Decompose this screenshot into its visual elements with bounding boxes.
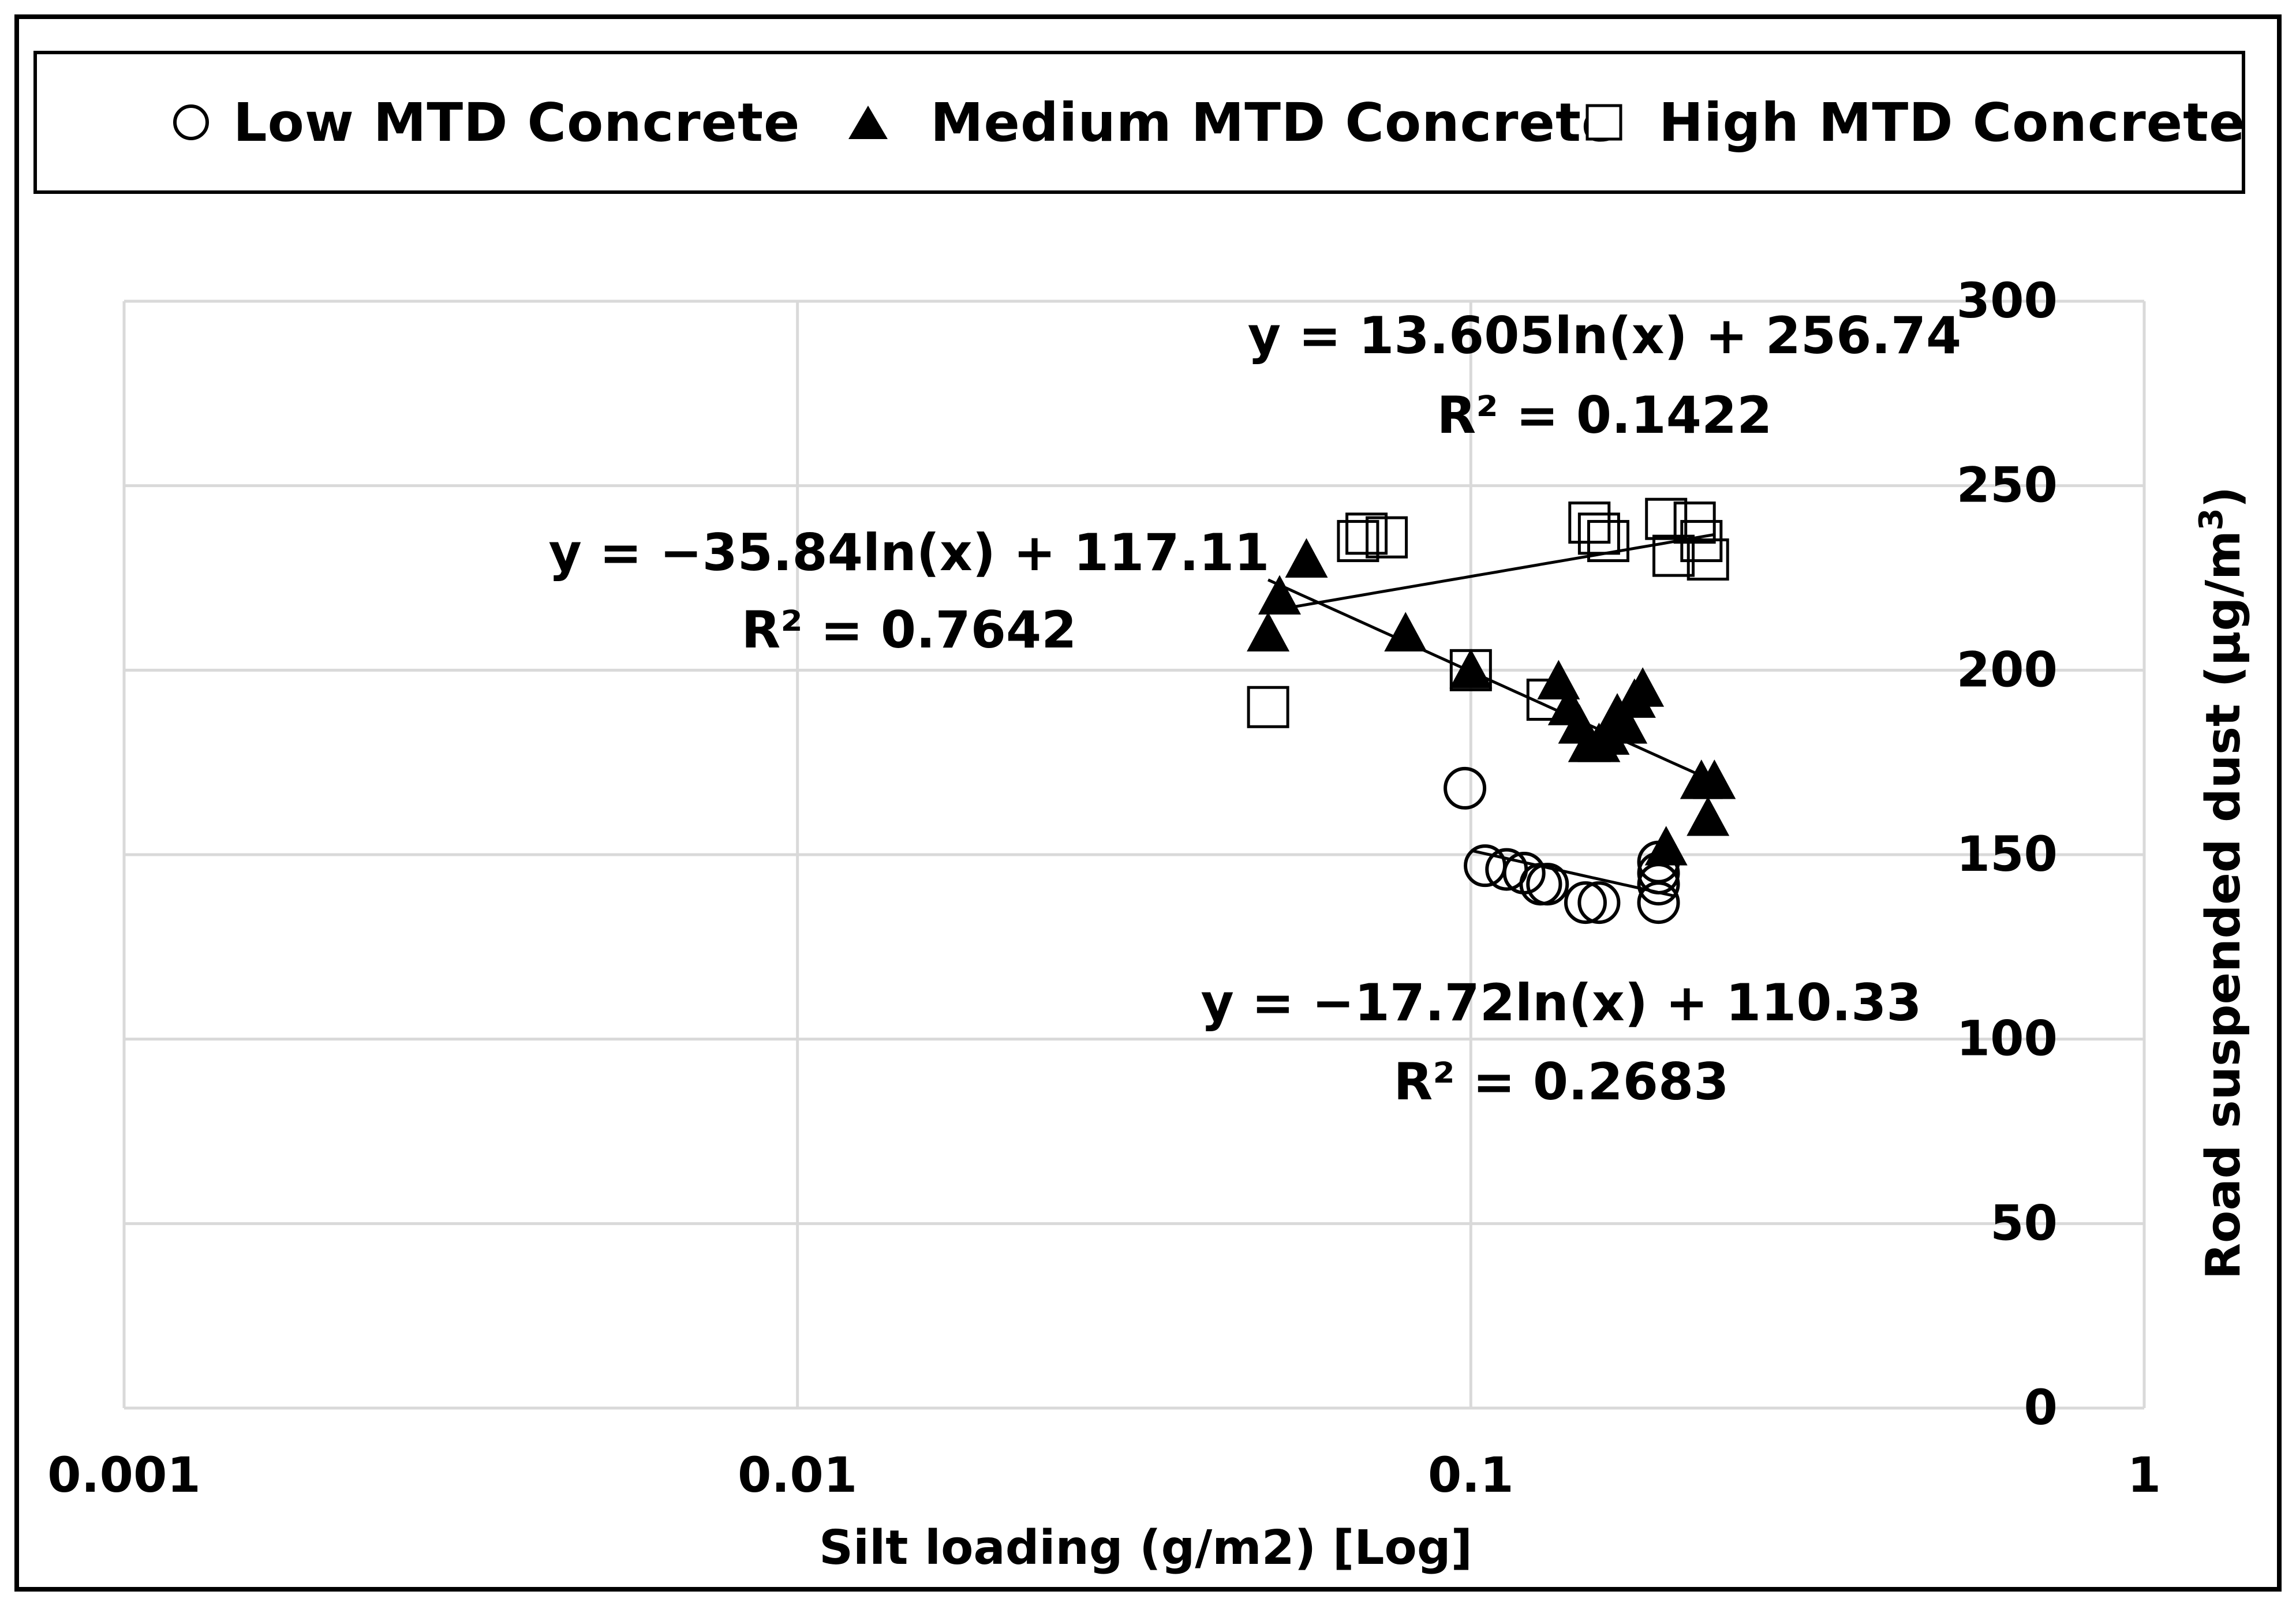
point-medium bbox=[1449, 649, 1493, 688]
point-medium bbox=[1687, 796, 1730, 836]
x-axis-label-text: Silt loading (g/m2) [Log] bbox=[819, 1521, 1472, 1575]
trendline-r2-low: R² = 0.2683 bbox=[1394, 1052, 1729, 1111]
point-medium bbox=[1693, 759, 1736, 799]
point-medium bbox=[1285, 538, 1328, 578]
data-points bbox=[1247, 497, 1736, 924]
y-tick-label: 200 bbox=[1957, 641, 2058, 698]
point-medium bbox=[1587, 715, 1630, 755]
point-low bbox=[1564, 881, 1607, 924]
y-tick-label: 150 bbox=[1957, 826, 2058, 882]
y-tick-label: 300 bbox=[1957, 272, 2058, 329]
y-tick-label: 250 bbox=[1957, 457, 2058, 514]
legend-circle-icon bbox=[173, 104, 209, 140]
chart-frame bbox=[14, 14, 2282, 1592]
legend-label-low: Low MTD Concrete bbox=[233, 91, 801, 154]
legend: Low MTD Concrete Medium MTD Concrete Hig… bbox=[33, 51, 2245, 194]
point-high bbox=[1577, 512, 1620, 555]
point-high bbox=[1366, 516, 1408, 559]
point-high bbox=[1687, 538, 1729, 581]
point-medium bbox=[1384, 612, 1427, 652]
trendline-equation-high: y = 13.605ln(x) + 256.74 bbox=[1248, 306, 1962, 365]
x-tick-label: 0.1 bbox=[1428, 1447, 1514, 1503]
trendline-annotation-high: y = 13.605ln(x) + 256.74 R² = 0.1422 bbox=[1248, 306, 1962, 445]
y-tick-label: 0 bbox=[2024, 1379, 2058, 1436]
grid bbox=[122, 300, 2146, 1410]
point-high bbox=[1337, 520, 1379, 563]
trendline-annotation-medium: y = −35.84ln(x) + 117.11 R² = 0.7642 bbox=[548, 523, 1269, 660]
legend-item-low: Low MTD Concrete bbox=[171, 54, 800, 190]
legend-triangle-icon bbox=[848, 106, 888, 139]
point-low bbox=[1444, 766, 1487, 810]
legend-label-high: High MTD Concrete bbox=[1659, 91, 2246, 154]
point-high bbox=[1652, 534, 1695, 577]
point-medium bbox=[1605, 704, 1648, 744]
y-axis-label: Road suspended dust (μg/m3) bbox=[2193, 486, 2251, 1279]
point-medium bbox=[1644, 826, 1688, 866]
point-medium bbox=[1621, 667, 1665, 707]
point-high bbox=[1645, 497, 1688, 540]
x-axis-label: Silt loading (g/m2) [Log] bbox=[819, 1521, 1472, 1575]
point-medium bbox=[1247, 612, 1290, 652]
trendline-r2-medium: R² = 0.7642 bbox=[742, 600, 1077, 660]
trendline-annotation-low: y = −17.72ln(x) + 110.33 R² = 0.2683 bbox=[1201, 973, 1921, 1111]
y-tick-label: 100 bbox=[1957, 1010, 2058, 1067]
x-tick-label: 1 bbox=[2127, 1447, 2161, 1503]
legend-label-medium: Medium MTD Concrete bbox=[930, 91, 1618, 154]
trendline-equation-low: y = −17.72ln(x) + 110.33 bbox=[1201, 973, 1921, 1032]
point-low bbox=[1577, 881, 1621, 924]
x-tick-label: 0.01 bbox=[738, 1447, 857, 1503]
legend-item-medium: Medium MTD Concrete bbox=[845, 54, 1618, 190]
trendline-high bbox=[1279, 533, 1715, 611]
legend-item-high: High MTD Concrete bbox=[1584, 54, 2246, 190]
point-high bbox=[1247, 686, 1289, 728]
point-high bbox=[1526, 678, 1569, 721]
y-tick-label: 50 bbox=[1990, 1195, 2058, 1251]
point-low bbox=[1526, 863, 1569, 906]
point-high bbox=[1449, 649, 1492, 691]
trendline-equation-medium: y = −35.84ln(x) + 117.11 bbox=[548, 523, 1269, 582]
x-tick-label: 0.001 bbox=[47, 1447, 201, 1503]
point-medium bbox=[1258, 575, 1302, 615]
trendline-r2-high: R² = 0.1422 bbox=[1437, 385, 1773, 445]
axes: 0 50 100 150 200 250 300 0.001 0.01 0.1 1 bbox=[47, 272, 2161, 1503]
point-high bbox=[1587, 520, 1629, 563]
legend-square-icon bbox=[1585, 104, 1622, 141]
